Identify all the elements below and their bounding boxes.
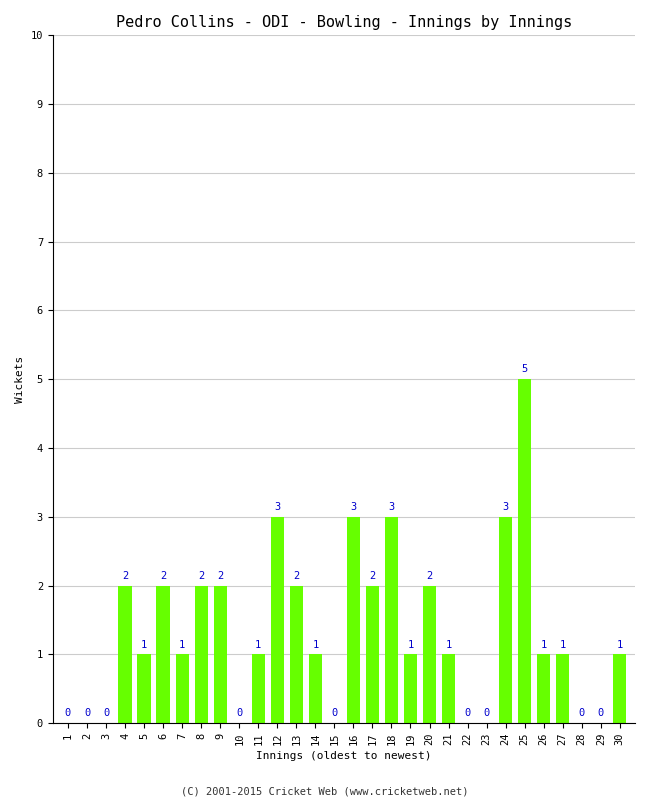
Text: (C) 2001-2015 Cricket Web (www.cricketweb.net): (C) 2001-2015 Cricket Web (www.cricketwe… xyxy=(181,786,469,796)
Text: 2: 2 xyxy=(369,571,376,581)
Text: 1: 1 xyxy=(141,640,148,650)
Text: 1: 1 xyxy=(541,640,547,650)
Bar xyxy=(366,586,379,723)
Bar xyxy=(157,586,170,723)
X-axis label: Innings (oldest to newest): Innings (oldest to newest) xyxy=(256,751,432,761)
Bar xyxy=(270,517,284,723)
Text: 0: 0 xyxy=(236,709,242,718)
Bar xyxy=(423,586,436,723)
Bar xyxy=(214,586,227,723)
Text: 1: 1 xyxy=(445,640,452,650)
Bar xyxy=(556,654,569,723)
Text: 1: 1 xyxy=(617,640,623,650)
Bar xyxy=(442,654,455,723)
Text: 5: 5 xyxy=(521,365,528,374)
Y-axis label: Wickets: Wickets xyxy=(15,356,25,403)
Bar xyxy=(194,586,208,723)
Text: 2: 2 xyxy=(217,571,224,581)
Text: 3: 3 xyxy=(274,502,280,512)
Bar xyxy=(537,654,551,723)
Text: 3: 3 xyxy=(388,502,395,512)
Text: 2: 2 xyxy=(426,571,433,581)
Bar xyxy=(252,654,265,723)
Bar xyxy=(613,654,627,723)
Text: 0: 0 xyxy=(578,709,585,718)
Text: 2: 2 xyxy=(160,571,166,581)
Text: 0: 0 xyxy=(103,709,109,718)
Text: 0: 0 xyxy=(484,709,489,718)
Text: 1: 1 xyxy=(560,640,566,650)
Text: 1: 1 xyxy=(312,640,318,650)
Bar xyxy=(176,654,188,723)
Text: 1: 1 xyxy=(179,640,185,650)
Text: 0: 0 xyxy=(84,709,90,718)
Bar xyxy=(309,654,322,723)
Bar xyxy=(137,654,151,723)
Bar xyxy=(118,586,132,723)
Bar xyxy=(346,517,360,723)
Bar xyxy=(518,379,531,723)
Text: 0: 0 xyxy=(597,709,604,718)
Bar xyxy=(385,517,398,723)
Text: 3: 3 xyxy=(502,502,509,512)
Text: 2: 2 xyxy=(122,571,128,581)
Text: 2: 2 xyxy=(198,571,204,581)
Text: 0: 0 xyxy=(65,709,71,718)
Text: 1: 1 xyxy=(408,640,413,650)
Title: Pedro Collins - ODI - Bowling - Innings by Innings: Pedro Collins - ODI - Bowling - Innings … xyxy=(116,15,572,30)
Text: 1: 1 xyxy=(255,640,261,650)
Text: 0: 0 xyxy=(465,709,471,718)
Bar xyxy=(290,586,303,723)
Text: 3: 3 xyxy=(350,502,357,512)
Bar xyxy=(404,654,417,723)
Bar xyxy=(499,517,512,723)
Text: 0: 0 xyxy=(332,709,337,718)
Text: 2: 2 xyxy=(293,571,300,581)
